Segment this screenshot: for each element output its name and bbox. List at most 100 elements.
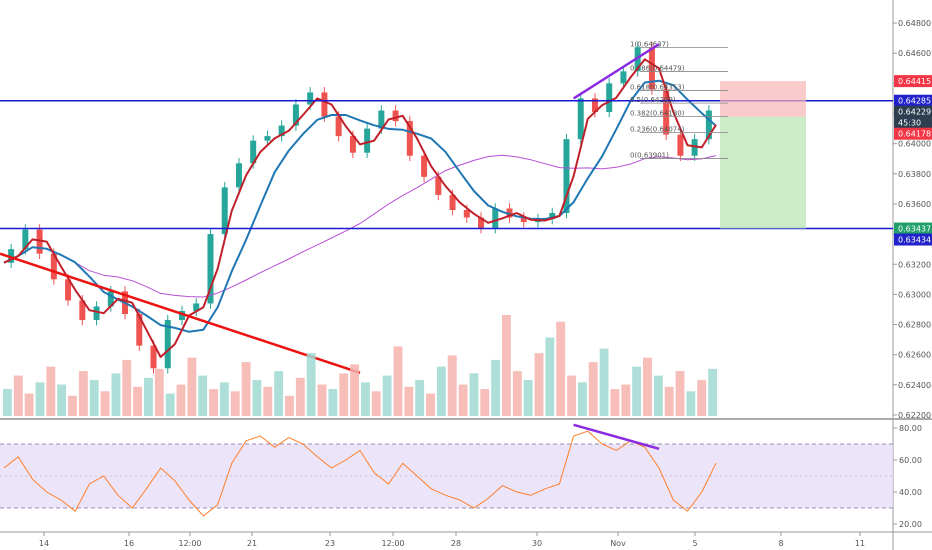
rsi-line [3, 430, 717, 517]
candle-body [278, 125, 285, 137]
candle-body [349, 136, 356, 153]
price-tick-label: 0.63600 [898, 200, 931, 209]
volume-bar [295, 377, 305, 416]
price-tag-label: 0.63434 [898, 236, 931, 245]
volume-bar [382, 375, 392, 416]
candle-body [663, 89, 670, 135]
volume-bar [24, 393, 34, 416]
volume-panel [3, 315, 717, 416]
candle-body [221, 187, 228, 235]
candle-body [264, 136, 271, 141]
time-axis[interactable]: 14 16 12:00 21 23 12:00 28 30 Nov 5 8 11 [39, 532, 865, 548]
candle-body [150, 345, 157, 369]
candle-body [378, 110, 385, 129]
candle-body [8, 249, 15, 263]
candle-body [463, 209, 470, 218]
rsi-axis[interactable]: 80.00 60.00 40.00 20.00 [893, 424, 922, 529]
price-tag-label: 0.63437 [898, 225, 931, 234]
rsi-tick-label: 20.00 [899, 520, 922, 529]
volume-bar [328, 389, 338, 416]
volume-bar [133, 386, 143, 416]
candle-body [193, 303, 200, 311]
volume-bar [68, 395, 77, 416]
fib-level-label: 0.5(0.64269) [630, 96, 676, 104]
price-tag [894, 233, 932, 246]
volume-bar [198, 375, 208, 416]
volume-bar [447, 355, 457, 416]
volume-bar [599, 348, 609, 416]
time-tick-label: 12:00 [178, 539, 201, 548]
time-tick-label: 5 [692, 539, 697, 548]
volume-bar [187, 357, 197, 416]
candle-body [65, 279, 72, 301]
volume-bar [371, 391, 381, 416]
candle-body [79, 300, 86, 321]
price-tick-label: 0.62200 [898, 411, 931, 420]
volume-bar [621, 384, 631, 416]
volume-bar [57, 384, 67, 416]
volume-bar [653, 375, 663, 416]
volume-bar [567, 375, 576, 416]
candle-body [136, 313, 143, 346]
candle-body [250, 140, 257, 164]
ma-200-line [3, 154, 717, 298]
candle-body [22, 229, 29, 250]
ma-50-line [3, 79, 717, 333]
price-tag [894, 75, 932, 88]
candle-body [549, 213, 556, 220]
fib-level-label: 0.236(0.64074) [630, 126, 685, 134]
volume-bar [35, 382, 45, 416]
fib-level-label: 0.382(0.64180) [630, 110, 685, 118]
candle-body [591, 98, 598, 113]
volume-bar [263, 386, 273, 416]
time-tick-label: 16 [124, 539, 134, 548]
candle-body [478, 217, 485, 229]
time-tick-label: 11 [855, 539, 865, 548]
price-tag [894, 222, 932, 235]
volume-bar [78, 371, 88, 416]
candle-body [691, 139, 698, 156]
price-tag-label: 45:30 [898, 119, 921, 128]
candle-body [235, 163, 242, 188]
volume-bar [491, 359, 501, 416]
volume-bar [165, 393, 175, 416]
volume-bar [274, 371, 284, 416]
time-tick-label: Nov [610, 539, 626, 548]
volume-bar [588, 362, 598, 416]
price-tick-label: 0.62600 [898, 351, 931, 360]
stop-loss-zone [720, 81, 806, 117]
candle-body [307, 92, 314, 105]
volume-bar [122, 359, 132, 416]
price-tag [894, 127, 932, 140]
price-tag [894, 116, 932, 129]
price-tag-label: 0.64229 [898, 108, 931, 117]
take-profit-zone [720, 116, 806, 229]
candle-body [392, 110, 399, 122]
candle-body [449, 194, 456, 210]
fib-level-label: 0(0.63901) [630, 152, 669, 160]
volume-bar [100, 391, 110, 416]
volume-bar [350, 364, 359, 416]
price-tick-label: 0.62800 [898, 321, 931, 330]
price-tick-label: 0.63800 [898, 170, 931, 179]
candle-body [364, 128, 371, 153]
time-tick-label: 8 [778, 539, 783, 548]
time-tick-label: 12:00 [381, 539, 404, 548]
rsi-divergence-line [573, 423, 660, 451]
candle-body [620, 71, 627, 84]
fib-level-label: 0.786(0.64479) [630, 64, 685, 72]
candle-body [563, 139, 570, 213]
price-panel: 1(0.64637) 0.786(0.64479) 0.618(0.64353) 0.… [0, 41, 893, 374]
candle-body [648, 47, 655, 90]
volume-bar [458, 384, 468, 416]
volume-bar [306, 353, 316, 416]
time-tick-label: 23 [325, 539, 335, 548]
price-tick-label: 0.64000 [898, 140, 931, 149]
volume-bar [176, 384, 186, 416]
volume-bar [46, 366, 56, 416]
rsi-tick-label: 60.00 [899, 456, 922, 465]
price-labels: 0.64415 0.64285 0.64229 45:30 0.64178 0.63437… [894, 75, 932, 246]
volume-bar [523, 380, 533, 416]
volume-bar [664, 386, 674, 416]
candle-body [321, 92, 328, 117]
